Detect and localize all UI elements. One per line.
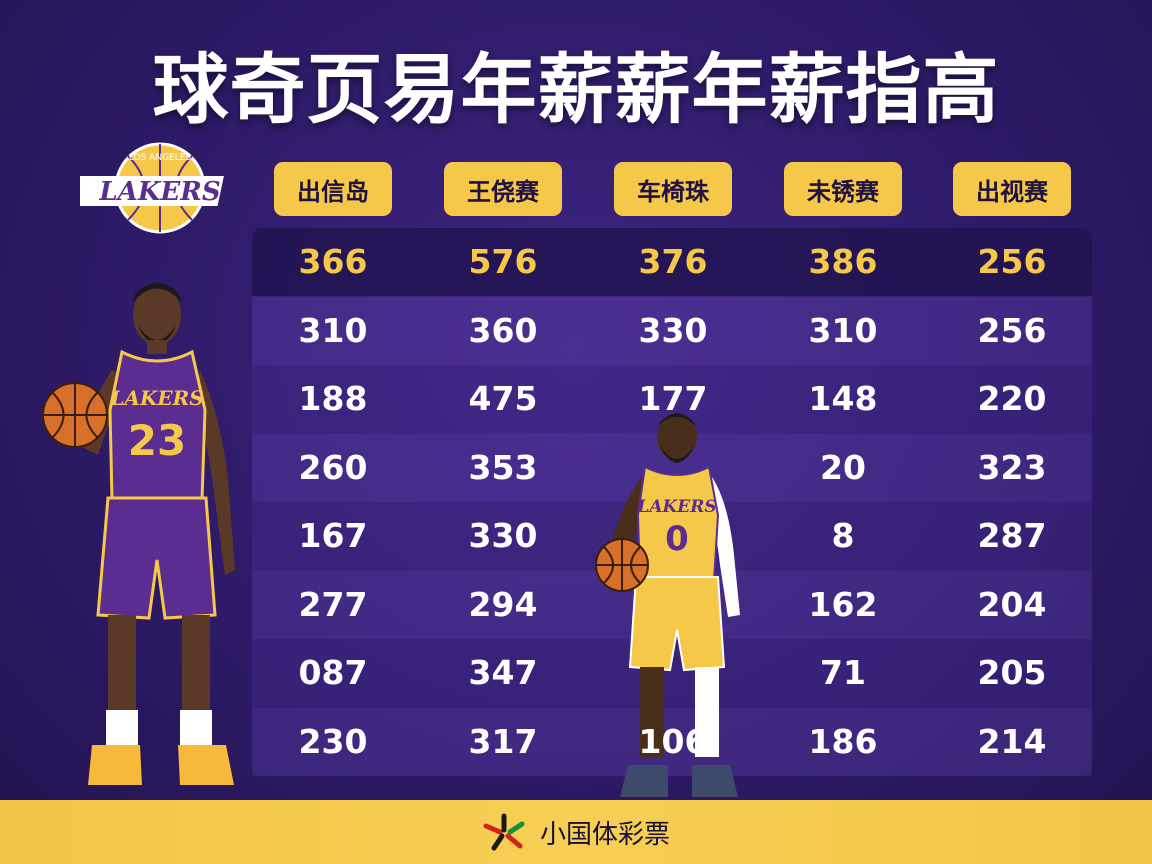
player-left-number: 23 xyxy=(128,416,186,465)
table-cell: 71 xyxy=(820,653,866,692)
table-cell: 347 xyxy=(468,653,538,692)
table-cell: 323 xyxy=(977,447,1047,487)
table-cell: 204 xyxy=(977,584,1047,624)
player-right-team: LAKERS xyxy=(636,497,716,517)
table-cell: 475 xyxy=(468,379,538,418)
table-cell: 277 xyxy=(298,584,368,624)
player-right: LAKERS 0 xyxy=(595,413,740,797)
table-cell: 287 xyxy=(977,516,1047,555)
table-cell: 330 xyxy=(638,310,708,350)
logo-arc-text: LOS ANGELES xyxy=(129,153,192,163)
column-header: 未锈赛 xyxy=(784,162,902,216)
table-cell: 106 xyxy=(638,721,708,761)
column-header: 出信岛 xyxy=(274,162,392,216)
table-row xyxy=(252,707,1092,776)
table-cell: 177 xyxy=(638,379,708,418)
table-cell: 20 xyxy=(820,447,866,487)
lottery-logo-icon xyxy=(483,813,525,851)
footer-brand: 小国体彩票 xyxy=(539,819,670,850)
table-cell: 186 xyxy=(808,721,878,761)
column-header: 王侥赛 xyxy=(444,162,562,216)
player-left-team: LAKERS xyxy=(109,386,203,410)
table-row xyxy=(252,228,1092,296)
player-left: LAKERS 23 xyxy=(42,282,235,785)
footer-bar: 小国体彩票 xyxy=(0,800,1152,864)
table-cell: 330 xyxy=(468,516,538,555)
table-cell: 576 xyxy=(468,242,538,281)
column-header: 出视赛 xyxy=(953,162,1071,216)
table-cell: 167 xyxy=(298,516,368,555)
table-cell: 256 xyxy=(977,242,1047,281)
table-cell: 8 xyxy=(831,516,855,555)
table-cell: 360 xyxy=(468,310,538,350)
lakers-logo: LOS ANGELES LAKERS xyxy=(80,142,224,234)
logo-text: LAKERS xyxy=(98,177,220,207)
table-cell: 310 xyxy=(298,310,368,350)
table-cell: 386 xyxy=(808,242,878,281)
table-cell: 366 xyxy=(298,242,368,281)
table-cell: 376 xyxy=(638,242,708,281)
player-right-number: 0 xyxy=(665,519,689,559)
column-header: 车椅珠 xyxy=(614,162,732,216)
table-cell: 317 xyxy=(468,721,538,761)
table-cell: 148 xyxy=(808,379,878,418)
table-row xyxy=(252,296,1092,365)
table-cell: 214 xyxy=(977,721,1047,761)
table-cell: 205 xyxy=(977,653,1047,692)
table-cell: 230 xyxy=(298,721,368,761)
table-cell: 256 xyxy=(977,310,1047,350)
page-title: 球奇页易年薪薪年薪指高 xyxy=(152,45,1000,134)
table-cell: 294 xyxy=(468,584,538,624)
table-cell: 188 xyxy=(298,379,368,418)
table-cell: 220 xyxy=(977,379,1047,418)
table-cell: 260 xyxy=(298,447,368,487)
table-cell: 353 xyxy=(468,447,538,487)
table-cell: 310 xyxy=(808,310,878,350)
table-cell: 087 xyxy=(298,653,368,692)
table-cell: 162 xyxy=(808,584,878,624)
